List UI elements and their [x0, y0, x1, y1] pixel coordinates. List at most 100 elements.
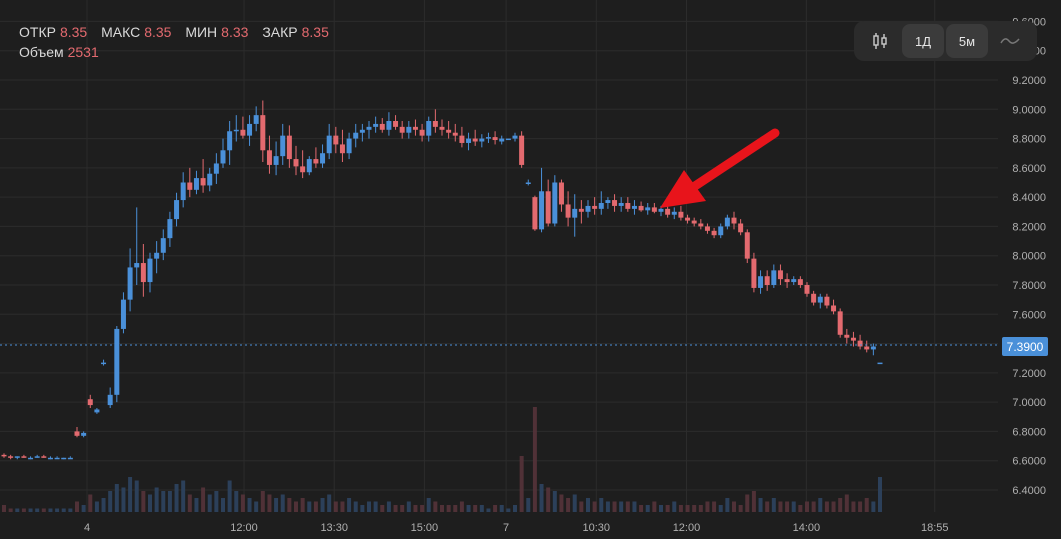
- volume-bar: [552, 491, 557, 512]
- volume-row: Объем 2531: [19, 42, 339, 62]
- candle-body: [446, 129, 452, 133]
- chart-toolbar: 1Д 5м: [854, 21, 1037, 61]
- x-tick-label: 7: [503, 522, 509, 534]
- volume-bar: [274, 498, 279, 512]
- candle-body: [565, 204, 571, 218]
- volume-bar: [705, 501, 710, 512]
- candle-body: [406, 126, 412, 133]
- volume-bar: [619, 501, 624, 512]
- candle-body: [207, 173, 213, 186]
- volume-bar: [672, 501, 677, 512]
- candle-body: [193, 178, 199, 190]
- candle-body: [625, 203, 631, 209]
- y-tick-label: 7.0000: [1012, 397, 1046, 409]
- candle-body: [373, 123, 379, 127]
- ohlc-legend: ОТКР 8.35 МАКС 8.35 МИН 8.33 ЗАКР 8.35 Объем…: [19, 22, 339, 62]
- volume-bar: [778, 501, 783, 512]
- interval-5m-button[interactable]: 5м: [946, 24, 988, 58]
- volume-bar: [526, 498, 531, 512]
- y-tick-label: 6.6000: [1012, 456, 1046, 468]
- volume-bar: [320, 498, 325, 512]
- candle-body: [558, 182, 564, 205]
- candle-body: [213, 163, 219, 174]
- current-price-tag: 7.3900: [1002, 337, 1048, 356]
- volume-bar: [440, 505, 444, 512]
- volume-bar: [373, 501, 378, 512]
- candle-body: [658, 208, 664, 212]
- volume-bar: [214, 491, 219, 512]
- candle-body: [864, 346, 870, 350]
- candle-body: [698, 223, 704, 227]
- volume-bar: [824, 501, 829, 512]
- candle-body: [293, 159, 299, 167]
- volume-bar: [473, 505, 478, 512]
- volume-bar: [486, 508, 491, 512]
- volume-bar: [871, 501, 876, 512]
- candle-body: [479, 138, 485, 142]
- candle-body: [618, 203, 624, 206]
- period-1d-button[interactable]: 1Д: [902, 24, 944, 58]
- candle-body: [751, 258, 757, 288]
- volume-bar: [161, 491, 166, 512]
- candle-body: [598, 203, 604, 209]
- candle-body: [61, 457, 67, 460]
- close-value: 8.35: [301, 24, 329, 40]
- candle-body: [266, 150, 272, 165]
- volume-bar: [101, 498, 106, 512]
- candle-body: [233, 129, 239, 132]
- candle-body: [399, 126, 405, 133]
- wave-icon[interactable]: [990, 24, 1030, 58]
- candle-body: [572, 208, 578, 218]
- volume-bar: [506, 508, 511, 512]
- candle-body: [41, 456, 47, 458]
- candle-body: [107, 394, 113, 406]
- candle-body: [240, 129, 246, 136]
- candle-body: [74, 431, 80, 436]
- candlestick-icon[interactable]: [860, 24, 900, 58]
- candle-body: [877, 362, 883, 365]
- candle-body: [585, 205, 591, 212]
- volume-bar: [347, 498, 352, 512]
- volume-bar: [28, 508, 33, 512]
- candle-body: [837, 311, 843, 335]
- volume-bar: [678, 505, 683, 512]
- ohlc-row: ОТКР 8.35 МАКС 8.35 МИН 8.33 ЗАКР 8.35: [19, 22, 339, 42]
- volume-bar: [513, 505, 517, 512]
- volume-bar: [466, 505, 471, 512]
- candle-body: [718, 226, 724, 236]
- volume-bar: [88, 494, 93, 512]
- candle-body: [260, 115, 266, 151]
- candle-body: [777, 270, 783, 280]
- candle-body: [393, 121, 399, 127]
- volume-bar: [599, 498, 604, 512]
- candle-body: [665, 208, 671, 215]
- volume-bar: [121, 487, 126, 512]
- volume-bar: [738, 505, 743, 512]
- y-tick-label: 7.8000: [1012, 280, 1046, 292]
- candle-body: [47, 457, 53, 460]
- candle-body: [21, 456, 27, 458]
- volume-bar: [360, 505, 365, 512]
- volume-bar: [400, 505, 405, 512]
- candle-body: [552, 182, 558, 224]
- volume-value: 2531: [67, 44, 99, 60]
- y-tick-label: 6.4000: [1012, 485, 1046, 497]
- candle-body: [439, 126, 445, 130]
- low-value: 8.33: [221, 24, 249, 40]
- volume-bar: [108, 491, 113, 512]
- candle-body: [306, 159, 312, 173]
- candle-body: [253, 115, 259, 124]
- candle-body: [452, 132, 458, 136]
- candle-body: [817, 296, 823, 303]
- volume-bar: [459, 501, 464, 512]
- candle-body: [578, 208, 584, 212]
- volume-bar: [187, 494, 192, 512]
- volume-bar: [35, 508, 40, 512]
- volume-bar: [207, 494, 212, 512]
- volume-bar: [114, 484, 119, 512]
- volume-bar: [818, 498, 823, 512]
- candle-body: [359, 129, 365, 133]
- volume-bar: [340, 501, 345, 512]
- candle-body: [114, 328, 120, 395]
